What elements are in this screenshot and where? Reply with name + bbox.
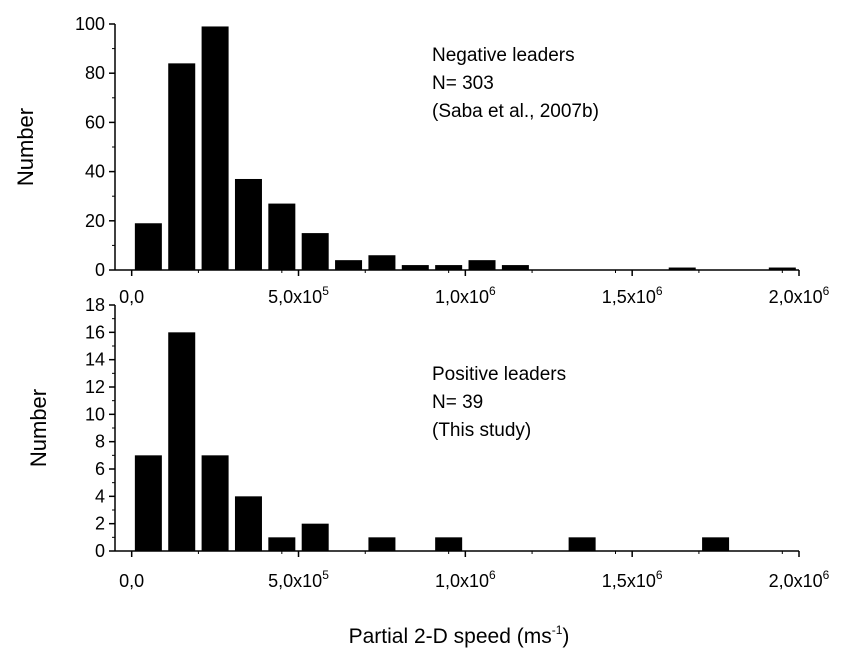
y-tick-label: 18 [85, 295, 105, 315]
x-tick-label-exponent: 6 [489, 568, 496, 582]
y-tick-label: 10 [85, 404, 105, 424]
annotation-line: Negative leaders [432, 45, 575, 66]
histogram-bar [234, 496, 262, 551]
x-tick-label-exponent: 6 [823, 568, 830, 582]
y-tick-label: 40 [85, 162, 105, 182]
histogram-bar [201, 455, 229, 551]
x-tick-label-mantissa: 1,0x10 [435, 287, 489, 307]
histogram-bar [435, 265, 463, 270]
y-tick-label: 0 [95, 541, 105, 561]
y-axis-title: Number [26, 389, 51, 467]
x-tick-label-mantissa: 1,0x10 [435, 571, 489, 591]
histogram-bar [268, 537, 296, 551]
histogram-bar [702, 537, 730, 551]
histogram-bar [401, 265, 429, 270]
annotation-line: Positive leaders [432, 364, 566, 385]
histogram-bar [301, 233, 329, 270]
x-tick-label: 2,0x106 [769, 284, 830, 307]
x-tick-label: 0,0 [119, 571, 144, 591]
x-axis-title: Partial 2-D speed (ms-1) [349, 623, 570, 648]
x-tick-label: 5,0x105 [268, 568, 329, 591]
x-tick-label-exponent: 6 [823, 284, 830, 298]
y-tick-label: 20 [85, 211, 105, 231]
histogram-bar [268, 203, 296, 270]
x-tick-label: 0,0 [119, 287, 144, 307]
x-tick-label-mantissa: 2,0x10 [769, 571, 823, 591]
x-tick-label: 1,0x106 [435, 568, 496, 591]
y-tick-label: 8 [95, 432, 105, 452]
x-tick-label-exponent: 6 [656, 284, 663, 298]
y-tick-label: 2 [95, 514, 105, 534]
x-tick-label-exponent: 6 [656, 568, 663, 582]
x-tick-label: 1,5x106 [602, 284, 663, 307]
x-axis-title-tail: ) [562, 625, 569, 648]
x-tick-label-mantissa: 1,5x10 [602, 571, 656, 591]
histogram-bar [768, 267, 796, 270]
x-tick-label-exponent: 6 [489, 284, 496, 298]
y-axis-title: Number [13, 108, 38, 186]
y-tick-label: 100 [75, 14, 105, 34]
histogram-bar [335, 260, 363, 270]
y-tick-label: 14 [85, 350, 105, 370]
y-tick-label: 16 [85, 322, 105, 342]
annotation-line: (Saba et al., 2007b) [432, 101, 599, 122]
x-tick-label-mantissa: 1,5x10 [602, 287, 656, 307]
histogram-bar [134, 455, 162, 551]
x-tick-label-mantissa: 0,0 [119, 287, 144, 307]
x-tick-label: 1,5x106 [602, 568, 663, 591]
x-axis-title-main: Partial 2-D speed (ms [349, 625, 552, 648]
histogram-bar [501, 265, 529, 270]
y-tick-label: 80 [85, 63, 105, 83]
histogram-bar [468, 260, 496, 270]
histogram-bar [668, 267, 696, 270]
x-tick-label-mantissa: 5,0x10 [268, 571, 322, 591]
histogram-bar [134, 223, 162, 270]
histogram-bar [201, 26, 229, 271]
histogram-bar [301, 523, 329, 551]
annotation-line: N= 303 [432, 73, 494, 94]
annotation-line: N= 39 [432, 392, 483, 413]
x-tick-label-mantissa: 5,0x10 [268, 287, 322, 307]
y-tick-label: 6 [95, 459, 105, 479]
histogram-bar [435, 537, 463, 551]
histogram-bar [368, 537, 396, 551]
histogram-bar [168, 332, 196, 551]
x-tick-label: 5,0x105 [268, 284, 329, 307]
y-tick-label: 4 [95, 486, 105, 506]
x-axis-title-exponent: -1 [552, 623, 563, 637]
x-tick-label: 1,0x106 [435, 284, 496, 307]
y-tick-label: 60 [85, 112, 105, 132]
histogram-bar [368, 255, 396, 270]
x-tick-label: 2,0x106 [769, 568, 830, 591]
histogram-bar [234, 178, 262, 270]
histogram-bar [568, 537, 596, 551]
annotation-line: (This study) [432, 420, 531, 441]
x-tick-label-mantissa: 2,0x10 [769, 287, 823, 307]
x-tick-label-exponent: 5 [322, 284, 329, 298]
y-tick-label: 12 [85, 377, 105, 397]
y-tick-label: 0 [95, 260, 105, 280]
x-tick-label-exponent: 5 [322, 568, 329, 582]
x-tick-label-mantissa: 0,0 [119, 571, 144, 591]
histogram-bar [168, 63, 196, 270]
